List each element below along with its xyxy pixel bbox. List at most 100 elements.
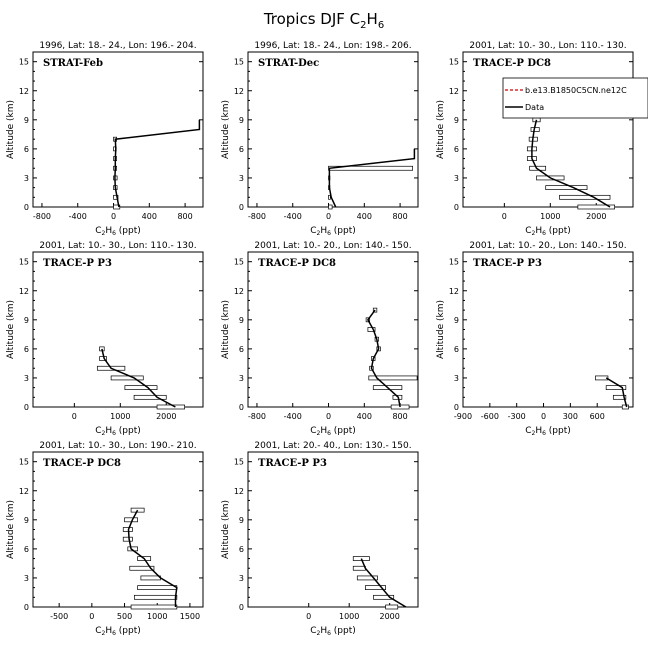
data-profile-line [605, 377, 628, 408]
x-tick-label: 1000 [110, 412, 130, 421]
y-tick-label: 15 [234, 458, 244, 467]
y-tick-label: 15 [19, 458, 29, 467]
x-tick-label: 1500 [180, 612, 200, 621]
x-axis-label: C2H6 (ppt) [95, 626, 141, 637]
x-tick-label: 300 [563, 412, 578, 421]
range-bar [545, 185, 588, 190]
y-tick-label: 12 [234, 87, 244, 96]
y-tick-label: 6 [239, 145, 244, 154]
x-tick-label: 500 [117, 612, 132, 621]
x-tick-label: 2000 [379, 612, 399, 621]
range-bar [137, 585, 178, 590]
x-tick-label: -400 [284, 412, 302, 421]
y-axis-label: Altitude (km) [6, 500, 16, 559]
range-bar [133, 394, 167, 400]
y-tick-label: 3 [24, 174, 29, 183]
legend: b.e13.B1850C5CN.ne12C Data [502, 77, 648, 119]
y-tick-label: 6 [24, 145, 29, 154]
range-bar [130, 604, 178, 610]
y-tick-label: 6 [24, 345, 29, 354]
x-tick-label: -300 [508, 412, 526, 421]
y-tick-label: 0 [239, 203, 244, 212]
range-bar [577, 204, 615, 210]
campaign-label: TRACE-P P3 [43, 258, 112, 269]
panel-title: 2001, Lat: 10.- 30., Lon: 110.- 130. [469, 41, 626, 51]
y-tick-label: 9 [239, 316, 244, 325]
x-axis-label: C2H6 (ppt) [310, 426, 356, 437]
plot-frame [32, 451, 204, 608]
x-tick-label: 0 [111, 212, 116, 221]
legend-model-label: b.e13.B1850C5CN.ne12C [525, 86, 627, 95]
y-tick-label: 9 [24, 116, 29, 125]
data-profile-line [101, 348, 176, 408]
x-axis-label: C2H6 (ppt) [525, 426, 571, 437]
x-tick-label: 0 [502, 212, 507, 221]
chart-panel-8: 2001, Lat: 20.- 40., Lon: 130.- 150. TRAC… [221, 441, 419, 637]
panel-title: 2001, Lat: 10.- 30., Lon: 190.- 210. [39, 441, 196, 451]
y-axis-label: Altitude (km) [6, 100, 16, 159]
x-tick-label: 800 [177, 212, 192, 221]
y-tick-label: 15 [19, 258, 29, 267]
y-tick-label: 0 [24, 403, 29, 412]
y-tick-label: 12 [19, 487, 29, 496]
range-bar [156, 404, 185, 410]
campaign-label: TRACE-P DC8 [258, 258, 336, 269]
y-tick-label: 15 [234, 258, 244, 267]
figure-title-main: Tropics DJF C [263, 10, 360, 28]
data-profile-line [114, 119, 201, 208]
campaign-label: TRACE-P P3 [258, 458, 327, 469]
y-tick-label: 12 [234, 287, 244, 296]
x-tick-label: -400 [69, 212, 87, 221]
x-tick-label: 2000 [586, 212, 606, 221]
y-tick-label: 9 [454, 116, 459, 125]
y-axis-label: Altitude (km) [6, 300, 16, 359]
range-bar [621, 404, 629, 410]
range-bar [365, 585, 386, 590]
y-tick-label: 9 [454, 316, 459, 325]
data-profile-line [360, 558, 407, 608]
y-axis-label: Altitude (km) [221, 300, 231, 359]
y-tick-label: 6 [454, 345, 459, 354]
range-bar [328, 204, 333, 210]
figure-title-sub: 2 [360, 20, 366, 31]
x-axis-label: C2H6 (ppt) [310, 226, 356, 237]
x-tick-label: -900 [454, 412, 472, 421]
data-profile-line [531, 119, 611, 208]
range-bar [352, 565, 366, 571]
campaign-label: STRAT-Feb [43, 58, 103, 69]
x-tick-label: -800 [248, 412, 266, 421]
y-tick-label: 9 [24, 316, 29, 325]
range-bar [124, 385, 158, 390]
panel-title: 1996, Lat: 18.- 24., Lon: 196.- 204. [39, 41, 196, 51]
y-tick-label: 3 [24, 574, 29, 583]
x-tick-label: -400 [284, 212, 302, 221]
x-tick-label: 1000 [339, 612, 359, 621]
y-tick-label: 0 [454, 403, 459, 412]
range-bar [605, 385, 627, 390]
y-tick-label: 15 [449, 258, 459, 267]
y-tick-label: 15 [19, 58, 29, 67]
campaign-label: STRAT-Dec [258, 58, 319, 69]
legend-box [502, 77, 648, 119]
y-tick-label: 12 [449, 87, 459, 96]
y-axis-label: Altitude (km) [221, 500, 231, 559]
panel-title: 1996, Lat: 18.- 24., Lon: 198.- 206. [254, 41, 411, 51]
chart-panel-4: 2001, Lat: 10.- 30., Lon: 110.- 130. TRAC… [6, 241, 204, 437]
y-tick-label: 0 [24, 603, 29, 612]
x-tick-label: 800 [392, 412, 407, 421]
range-bar [612, 394, 627, 400]
y-tick-label: 15 [449, 58, 459, 67]
x-tick-label: 0 [326, 412, 331, 421]
range-bar [110, 375, 144, 381]
y-tick-label: 3 [239, 374, 244, 383]
chart-panel-7: 2001, Lat: 10.- 30., Lon: 190.- 210. TRAC… [6, 441, 204, 637]
plot-frame [32, 51, 204, 208]
range-bar [113, 194, 119, 200]
x-tick-label: 400 [357, 212, 372, 221]
x-tick-label: -500 [50, 612, 68, 621]
y-tick-label: 0 [239, 403, 244, 412]
plot-frame [462, 251, 634, 408]
campaign-label: TRACE-P P3 [473, 258, 542, 269]
data-profile-line [328, 148, 416, 208]
